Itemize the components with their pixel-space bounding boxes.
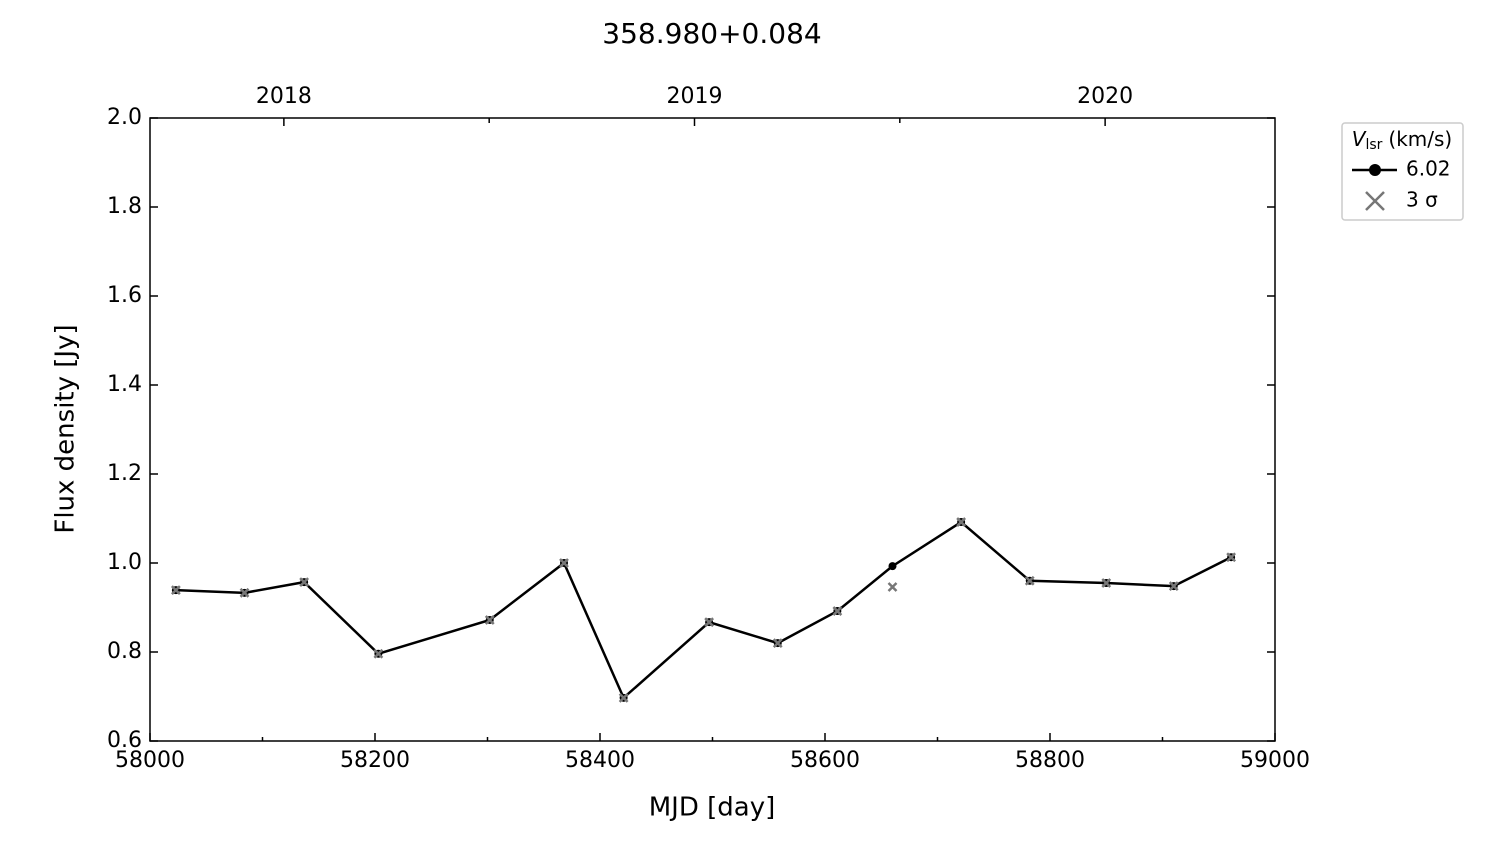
sigma-marker	[772, 638, 783, 648]
legend-label: 6.02	[1406, 157, 1451, 181]
y-tick-label: 0.6	[107, 728, 142, 753]
sigma-marker	[1101, 578, 1112, 588]
y-tick-label: 2.0	[107, 105, 142, 130]
point-marker	[888, 562, 897, 571]
sigma-marker	[239, 587, 250, 598]
x-tick-label: 58000	[115, 748, 185, 773]
sigma-marker	[956, 517, 967, 527]
legend-label: 3 σ	[1406, 188, 1438, 212]
sigma-marker	[1226, 552, 1237, 563]
y-tick-label: 1.4	[107, 372, 142, 397]
y-tick-label: 1.2	[107, 461, 142, 486]
sigma-marker	[1024, 575, 1035, 586]
sigma-marker	[484, 615, 495, 625]
y-axis-label: Flux density [Jy]	[51, 324, 81, 533]
x2-tick-label: 2019	[667, 84, 723, 109]
sigma-marker	[1168, 581, 1179, 592]
sigma-marker	[299, 577, 310, 588]
chart-title: 358.980+0.084	[602, 17, 821, 50]
x2-tick-label: 2018	[256, 84, 312, 109]
plot-frame	[149, 117, 1276, 742]
x-tick-label: 58600	[790, 748, 860, 773]
sigma-marker	[704, 617, 715, 628]
legend-marker	[1369, 164, 1381, 176]
x-tick-label: 58200	[340, 748, 410, 773]
x2-tick-label: 2020	[1077, 84, 1133, 109]
legend-title-symbol: V	[1352, 127, 1367, 151]
sigma-marker	[170, 585, 181, 596]
x-tick-label: 59000	[1240, 748, 1310, 773]
y-tick-label: 1.6	[107, 283, 142, 308]
legend-box	[1341, 122, 1464, 221]
sigma-marker	[373, 648, 384, 659]
sigma-marker	[618, 692, 629, 703]
legend-title: Vlsr (km/s)	[1352, 127, 1452, 154]
x-tick-label: 58800	[1015, 748, 1085, 773]
y-tick-label: 1.0	[107, 550, 142, 575]
y-tick-label: 0.8	[107, 639, 142, 664]
x-axis-label: MJD [day]	[649, 793, 776, 823]
legend-title-subscript: lsr	[1365, 137, 1382, 153]
legend-title-unit: (km/s)	[1388, 127, 1452, 151]
legend-marker	[1365, 191, 1385, 211]
y-tick-label: 1.8	[107, 194, 142, 219]
series-line	[175, 520, 1232, 700]
sigma-marker	[887, 582, 898, 592]
sigma-marker	[559, 558, 569, 568]
sigma-marker	[832, 606, 843, 616]
x-tick-label: 58400	[565, 748, 635, 773]
